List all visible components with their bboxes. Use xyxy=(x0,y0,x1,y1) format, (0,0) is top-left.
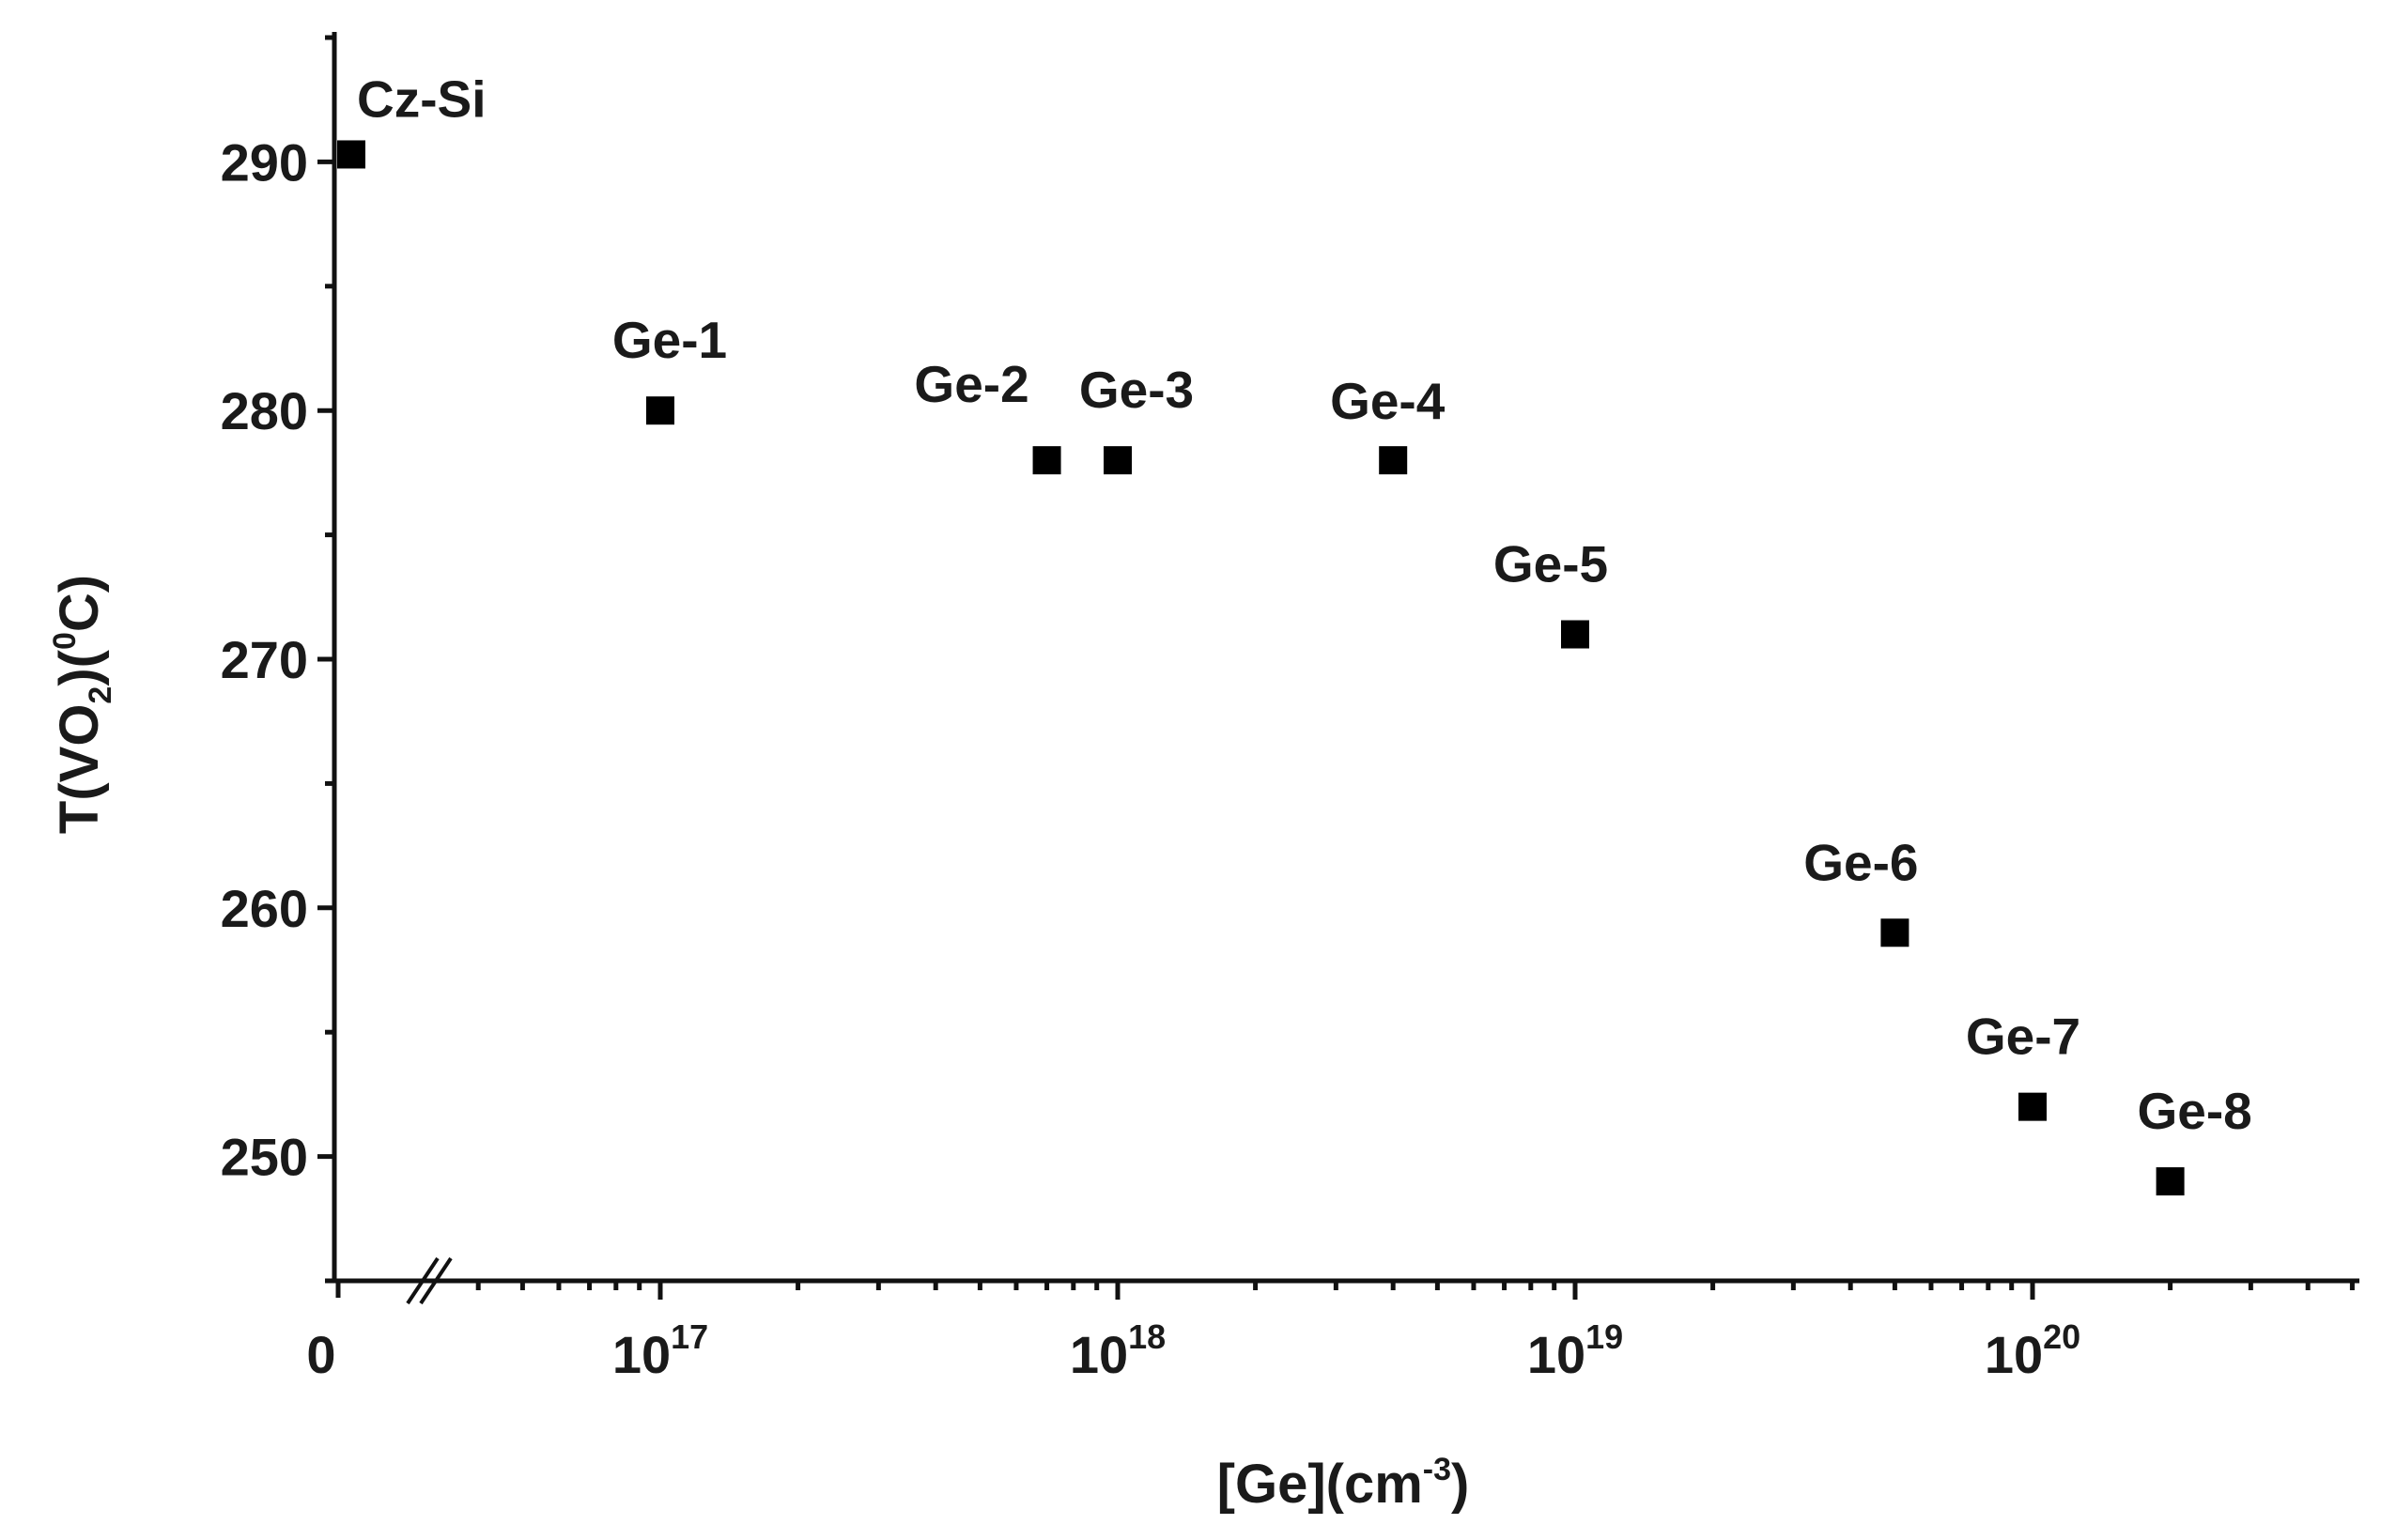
x-axis-break-mark xyxy=(419,1256,453,1305)
y-tick-label: 250 xyxy=(221,1128,308,1187)
x-tick-label: 1018 xyxy=(1070,1317,1166,1384)
data-point-label: Ge-5 xyxy=(1493,535,1608,593)
x-tick-label-zero: 0 xyxy=(306,1325,335,1384)
data-point xyxy=(337,140,365,169)
data-point xyxy=(2018,1092,2047,1121)
data-point xyxy=(2156,1167,2185,1196)
ticks: 250 260 270 280 290 0 1017 1018 1019 1020 xyxy=(221,35,2355,1384)
data-point-label: Ge-1 xyxy=(612,311,727,369)
x-tick-label: 1017 xyxy=(612,1317,708,1384)
y-tick-label: 280 xyxy=(221,381,308,440)
data-point xyxy=(1104,446,1132,475)
data-point xyxy=(1880,918,1909,947)
x-tick-label: 1019 xyxy=(1527,1317,1623,1384)
data-point xyxy=(1379,446,1408,475)
data-point-label: Ge-6 xyxy=(1803,833,1918,891)
y-tick-label: 290 xyxy=(221,132,308,192)
data-point-label: Cz-Si xyxy=(357,69,487,128)
data-point-label: Ge-8 xyxy=(2137,1082,2251,1140)
data-points: Cz-Si Ge-1 Ge-2 Ge-3 Ge-4 Ge-5 Ge-6 Ge-7 Ge-8 xyxy=(337,69,2252,1196)
data-point xyxy=(1561,620,1589,649)
axes xyxy=(332,32,2359,1305)
data-point-label: Ge-3 xyxy=(1079,361,1194,419)
data-point xyxy=(646,396,674,425)
x-axis-break-mark xyxy=(406,1256,440,1305)
y-tick-label: 260 xyxy=(221,879,308,938)
data-point-label: Ge-2 xyxy=(914,355,1028,413)
x-tick-label: 1020 xyxy=(1985,1317,2080,1384)
data-point-label: Ge-7 xyxy=(1966,1008,2080,1066)
data-point xyxy=(1032,446,1061,475)
y-tick-label: 270 xyxy=(221,630,308,689)
x-axis-title: [Ge](cm-3) xyxy=(1217,1452,1470,1515)
y-axis-title: T(VO2)(0C) xyxy=(47,575,118,834)
data-point-label: Ge-4 xyxy=(1330,372,1446,430)
